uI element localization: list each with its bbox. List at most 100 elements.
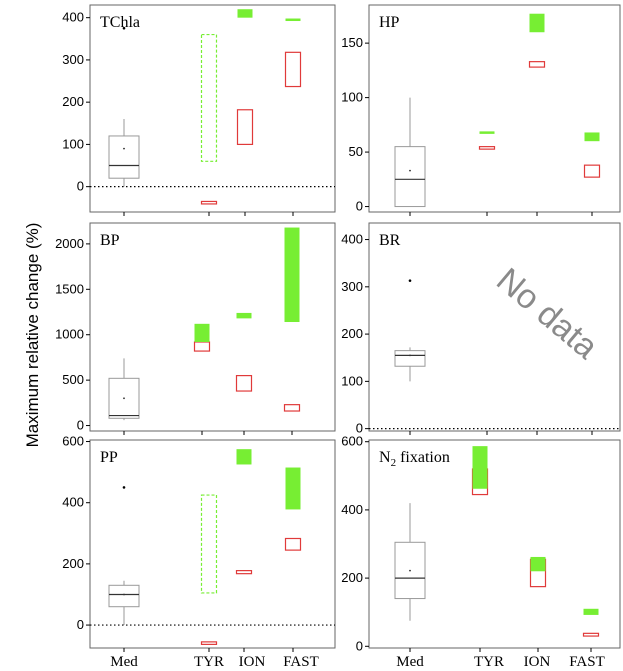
range-tyr-model-dashed [200, 33, 218, 162]
y-tick-label: 200 [341, 570, 363, 585]
range-fast-model [583, 608, 599, 615]
panel-title-suffix: fixation [396, 449, 450, 466]
range-tyr-model [194, 323, 210, 342]
range-ion-observed [528, 61, 546, 68]
category-label-tyr-right: TYR [474, 654, 504, 670]
y-tick-label: 0 [356, 421, 363, 436]
y-tick-label: 0 [356, 638, 363, 653]
med-mean-point [123, 147, 125, 150]
med-box [394, 146, 426, 208]
y-tick-label: 600 [62, 434, 84, 449]
y-tick-label: 100 [341, 373, 363, 388]
category-label-fast: FAST [283, 654, 319, 670]
panel-n: 0 200 400 600 N2 fixation [341, 434, 621, 653]
y-tick-label: 600 [341, 434, 363, 449]
panel-title: HP [379, 14, 400, 31]
med-mean-point [409, 354, 411, 357]
range-fast-observed [284, 51, 302, 88]
y-tick-label: 0 [77, 418, 84, 433]
panel-frame [368, 4, 621, 213]
category-label-tyr: TYR [194, 654, 224, 670]
range-ion-model [237, 9, 253, 18]
panel-title: N2 fixation [379, 449, 450, 469]
panel-title: BP [100, 232, 120, 249]
y-tick-label: 300 [341, 279, 363, 294]
panel-bp: 0 500 1000 1500 2000 BP [55, 222, 336, 435]
range-tyr-model [472, 446, 488, 489]
panel-frame [89, 439, 336, 649]
y-tick-label: 200 [62, 94, 84, 109]
y-tick-label: 150 [341, 35, 363, 50]
y-tick-label: 0 [77, 617, 84, 632]
panel-hp: 0 50 100 150 HP [341, 4, 621, 216]
panel-frame [89, 4, 336, 213]
y-tick-label: 200 [341, 326, 363, 341]
med-mean-point [409, 569, 411, 572]
y-tick-label: 400 [341, 232, 363, 247]
y-tick-label: 0 [77, 179, 84, 194]
y-tick-label: 100 [341, 90, 363, 105]
range-ion-observed [236, 109, 254, 146]
range-fast-model [285, 467, 301, 510]
range-tyr-observed [200, 200, 218, 205]
med-mean-point [123, 593, 125, 596]
y-tick-label: 1000 [55, 327, 84, 342]
range-ion-observed [235, 374, 253, 392]
range-ion-model [530, 556, 546, 572]
range-fast-model [584, 132, 600, 142]
range-ion-observed [235, 570, 253, 575]
range-fast-observed [284, 537, 302, 551]
y-tick-label: 1500 [55, 281, 84, 296]
category-labels: Med TYR ION FAST Med TYR ION FAST [110, 654, 605, 670]
category-label-med: Med [110, 654, 138, 670]
range-fast-model [285, 18, 301, 22]
panel-pp: 0 200 400 600 PP [62, 434, 336, 652]
range-ion-model [236, 449, 252, 465]
category-label-ion-right: ION [524, 654, 551, 670]
panel-title: TChla [100, 14, 140, 31]
med-outlier-point [408, 279, 412, 282]
panel-frame [368, 439, 621, 649]
category-label-ion: ION [239, 654, 266, 670]
range-tyr-observed [478, 146, 496, 150]
y-tick-label: 500 [62, 372, 84, 387]
range-tyr-model-dashed [200, 494, 218, 594]
med-outlier-point [122, 26, 126, 30]
panel-br: 0 100 200 300 400 BR No data [341, 222, 621, 436]
y-tick-label: 2000 [55, 236, 84, 251]
y-tick-label: 100 [62, 136, 84, 151]
range-fast-observed [283, 404, 301, 412]
y-tick-label: 400 [62, 10, 84, 25]
range-fast-observed [583, 164, 601, 178]
med-box [108, 135, 140, 179]
y-tick-label: 400 [62, 495, 84, 510]
y-tick-label: 400 [341, 502, 363, 517]
range-tyr-model [479, 131, 495, 134]
panel-tchla: 0 100 200 300 400 TChla [62, 4, 336, 216]
range-tyr-observed [193, 341, 211, 352]
category-label-fast-right: FAST [569, 654, 605, 670]
y-axis-label: Maximum relative change (%) [23, 223, 42, 448]
range-fast-observed [582, 632, 600, 637]
range-ion-model [236, 312, 252, 319]
no-data-label: No data [489, 261, 605, 367]
panel-title: BR [379, 232, 401, 249]
med-outlier-point [122, 486, 126, 489]
y-tick-label: 300 [62, 52, 84, 67]
y-tick-label: 0 [356, 199, 363, 214]
med-box [394, 350, 426, 367]
med-mean-point [123, 397, 125, 400]
panel-frame [368, 222, 621, 432]
med-box [108, 584, 140, 608]
panel-title: PP [100, 449, 118, 466]
med-mean-point [409, 169, 411, 172]
y-tick-label: 200 [62, 556, 84, 571]
y-tick-label: 50 [349, 144, 363, 159]
range-fast-model [284, 227, 300, 323]
range-ion-model [529, 13, 545, 33]
panel-title-subscript: 2 [391, 457, 397, 469]
range-tyr-observed [200, 641, 218, 645]
category-label-med-right: Med [396, 654, 424, 670]
